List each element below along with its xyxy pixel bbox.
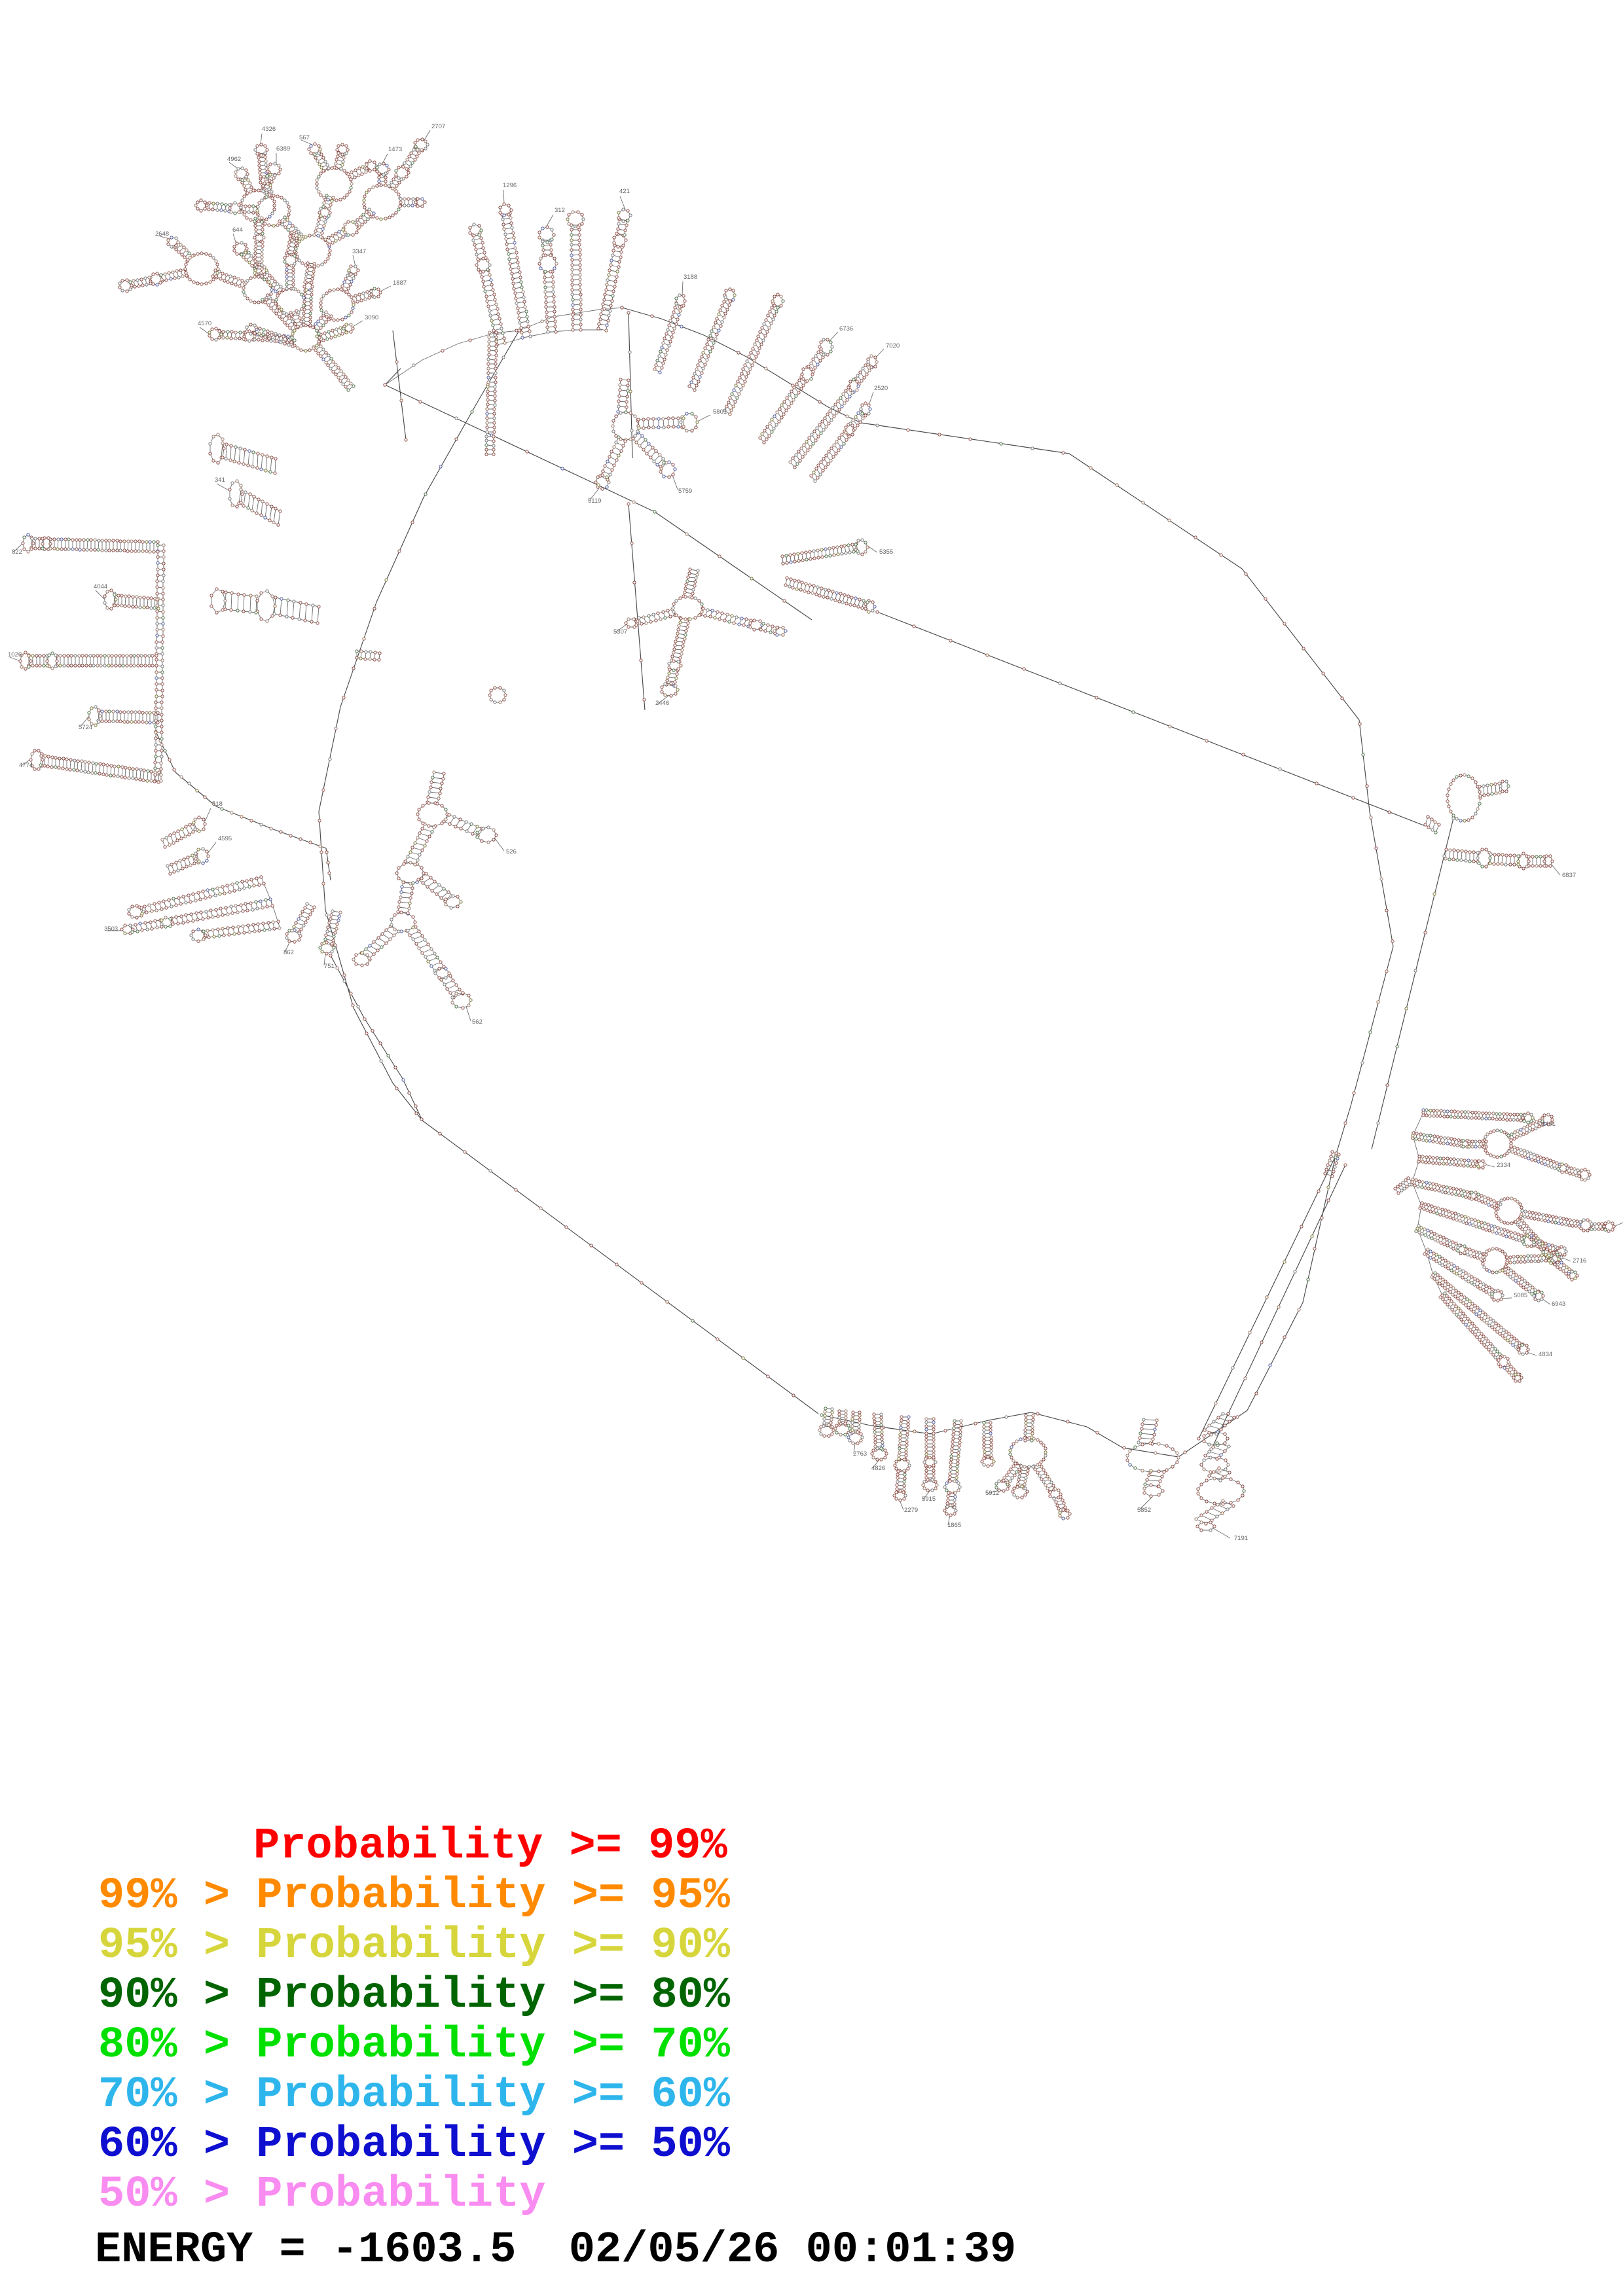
svg-text:5852: 5852 [1137, 1507, 1151, 1514]
svg-text:1026: 1026 [8, 651, 22, 658]
svg-text:4570: 4570 [198, 320, 211, 327]
svg-text:6943: 6943 [1552, 1300, 1565, 1308]
svg-text:5759: 5759 [678, 488, 692, 495]
svg-text:5915: 5915 [922, 1496, 936, 1503]
svg-text:822: 822 [12, 548, 22, 556]
svg-text:2446: 2446 [655, 700, 669, 707]
svg-text:6389: 6389 [276, 145, 290, 152]
svg-text:2763: 2763 [853, 1450, 867, 1458]
svg-text:5119: 5119 [588, 497, 601, 505]
svg-text:5355: 5355 [879, 548, 893, 556]
svg-text:526: 526 [506, 848, 517, 855]
svg-text:4595: 4595 [218, 835, 232, 842]
svg-text:4826: 4826 [871, 1465, 885, 1472]
svg-text:421: 421 [619, 188, 630, 195]
svg-text:2648: 2648 [155, 230, 169, 238]
svg-text:312: 312 [555, 207, 565, 214]
svg-text:2520: 2520 [874, 385, 888, 392]
svg-text:5085: 5085 [1514, 1292, 1527, 1299]
svg-text:751: 751 [324, 963, 335, 970]
svg-text:518: 518 [212, 800, 223, 808]
svg-text:862: 862 [283, 949, 294, 956]
svg-text:2279: 2279 [904, 1507, 918, 1514]
svg-text:7020: 7020 [886, 342, 900, 350]
svg-text:1473: 1473 [388, 146, 402, 153]
svg-text:2491: 2491 [1542, 1121, 1556, 1128]
svg-text:2334: 2334 [1497, 1162, 1510, 1169]
svg-text:3188: 3188 [684, 274, 697, 281]
svg-text:562: 562 [472, 1018, 483, 1026]
svg-text:4774: 4774 [19, 762, 33, 769]
svg-text:6736: 6736 [839, 325, 853, 332]
svg-text:6837: 6837 [1562, 872, 1576, 879]
svg-text:2716: 2716 [1573, 1257, 1586, 1265]
svg-text:5724: 5724 [79, 724, 92, 731]
svg-text:4326: 4326 [262, 126, 276, 133]
svg-text:5801: 5801 [713, 408, 727, 416]
svg-text:644: 644 [232, 226, 243, 234]
svg-text:4834: 4834 [1539, 1351, 1552, 1358]
svg-text:4962: 4962 [227, 156, 241, 163]
svg-text:5307: 5307 [613, 628, 627, 636]
svg-text:1865: 1865 [947, 1522, 961, 1529]
svg-text:3090: 3090 [365, 314, 378, 321]
svg-text:567: 567 [299, 134, 310, 141]
svg-text:2707: 2707 [431, 123, 445, 130]
svg-text:341: 341 [215, 476, 225, 484]
svg-text:4044: 4044 [94, 583, 107, 590]
svg-text:3503: 3503 [104, 925, 118, 933]
svg-text:7191: 7191 [1234, 1535, 1248, 1542]
svg-text:5912: 5912 [985, 1490, 999, 1497]
svg-text:1887: 1887 [393, 279, 407, 287]
svg-text:1296: 1296 [503, 182, 517, 189]
svg-text:3347: 3347 [352, 248, 366, 255]
